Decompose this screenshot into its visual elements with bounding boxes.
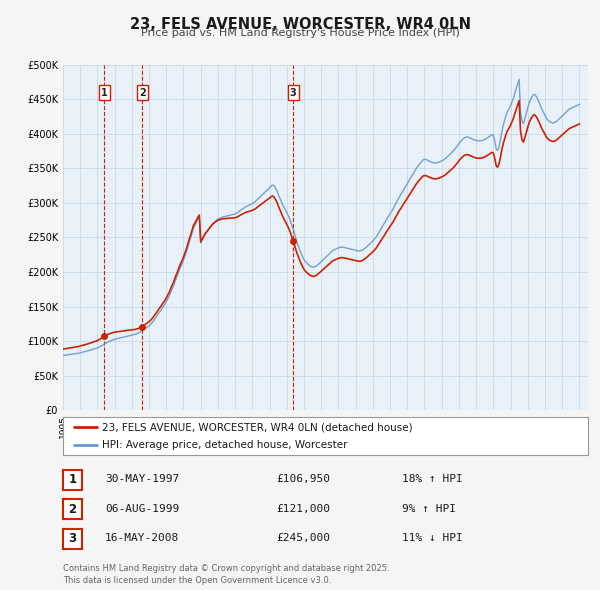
Text: 23, FELS AVENUE, WORCESTER, WR4 0LN: 23, FELS AVENUE, WORCESTER, WR4 0LN: [130, 17, 470, 31]
Text: £121,000: £121,000: [276, 504, 330, 513]
Text: 30-MAY-1997: 30-MAY-1997: [105, 474, 179, 484]
Text: £106,950: £106,950: [276, 474, 330, 484]
Text: £245,000: £245,000: [276, 533, 330, 543]
Text: 9% ↑ HPI: 9% ↑ HPI: [402, 504, 456, 513]
Text: 1: 1: [101, 87, 108, 97]
Text: 1: 1: [68, 473, 77, 486]
Text: 11% ↓ HPI: 11% ↓ HPI: [402, 533, 463, 543]
Text: 06-AUG-1999: 06-AUG-1999: [105, 504, 179, 513]
Text: 23, FELS AVENUE, WORCESTER, WR4 0LN (detached house): 23, FELS AVENUE, WORCESTER, WR4 0LN (det…: [103, 422, 413, 432]
Text: 3: 3: [68, 532, 77, 545]
Text: HPI: Average price, detached house, Worcester: HPI: Average price, detached house, Worc…: [103, 440, 348, 450]
Text: 3: 3: [290, 87, 296, 97]
Text: Contains HM Land Registry data © Crown copyright and database right 2025.
This d: Contains HM Land Registry data © Crown c…: [63, 565, 389, 585]
Text: 2: 2: [68, 503, 77, 516]
Text: 18% ↑ HPI: 18% ↑ HPI: [402, 474, 463, 484]
Text: 2: 2: [139, 87, 146, 97]
Text: 16-MAY-2008: 16-MAY-2008: [105, 533, 179, 543]
Text: Price paid vs. HM Land Registry's House Price Index (HPI): Price paid vs. HM Land Registry's House …: [140, 28, 460, 38]
